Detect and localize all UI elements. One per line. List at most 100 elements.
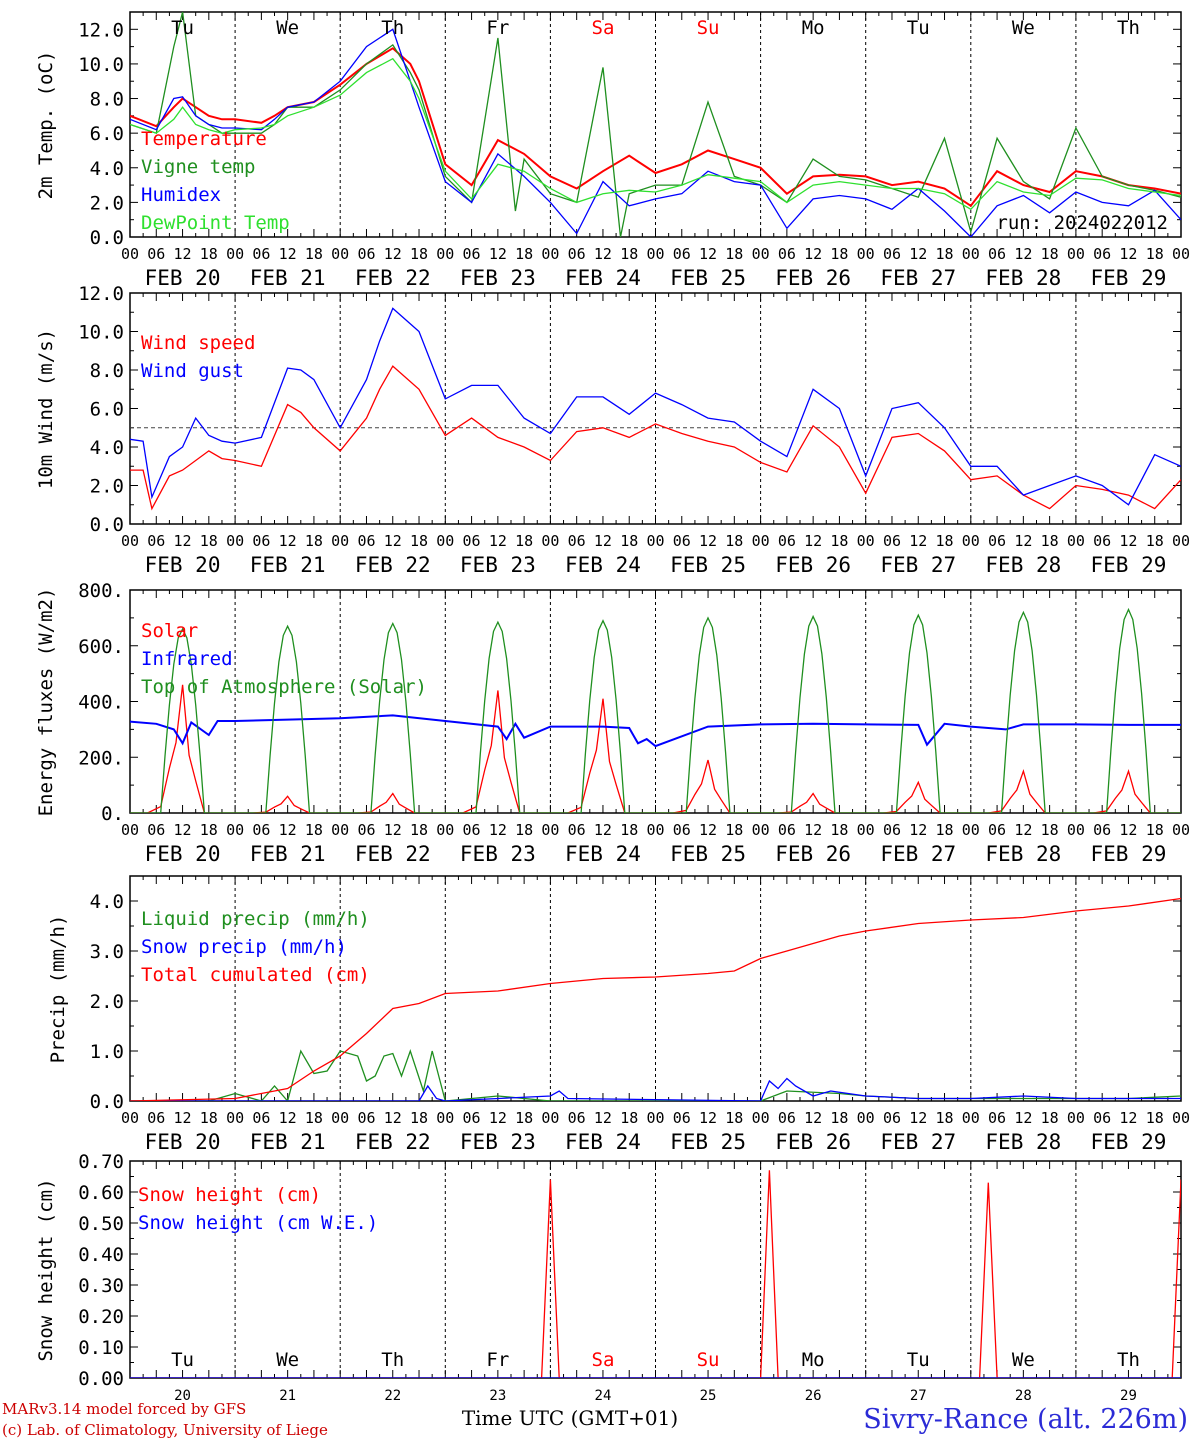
hour-tick-label: 00 xyxy=(541,1109,559,1127)
y-tick-label: 4.0 xyxy=(90,437,124,459)
hour-tick-label: 00 xyxy=(857,245,875,263)
y-axis-label: Precip (mm/h) xyxy=(47,915,69,1064)
y-tick-label: 1.0 xyxy=(90,1041,124,1063)
date-label: FEB 20 xyxy=(145,1130,221,1154)
day-number-label: 25 xyxy=(700,1388,717,1404)
hour-tick-label: 06 xyxy=(883,532,901,550)
hour-tick-label: 18 xyxy=(410,532,428,550)
date-label: FEB 28 xyxy=(985,842,1061,866)
date-label: FEB 22 xyxy=(355,1130,431,1154)
weekday-label: Fr xyxy=(486,17,509,39)
hour-tick-label: 06 xyxy=(883,1109,901,1127)
hour-tick-label: 00 xyxy=(752,245,770,263)
hour-tick-label: 00 xyxy=(226,821,244,839)
legend-entry: Snow height (cm W.E.) xyxy=(138,1212,378,1234)
hour-tick-label: 12 xyxy=(1119,1109,1137,1127)
hour-tick-label: 18 xyxy=(620,1109,638,1127)
day-number-label: 23 xyxy=(489,1388,506,1404)
date-label: FEB 22 xyxy=(355,553,431,577)
hour-tick-label: 00 xyxy=(226,532,244,550)
y-axis-label: Energy fluxes (W/m2) xyxy=(35,588,57,817)
model-credit: MARv3.14 model forced by GFS xyxy=(2,1400,246,1418)
legend-entry: Solar xyxy=(141,620,198,642)
hour-tick-label: 06 xyxy=(778,245,796,263)
hour-tick-label: 18 xyxy=(725,1109,743,1127)
hour-tick-label: 06 xyxy=(1093,245,1111,263)
date-label: FEB 25 xyxy=(670,553,746,577)
y-tick-label: 4.0 xyxy=(90,158,124,180)
hour-tick-label: 18 xyxy=(410,1109,428,1127)
hour-tick-label: 06 xyxy=(673,1109,691,1127)
panel-5: 0.00 0.10 0.20 0.30 0.40 0.50 0.60 0.70 Snow hei… xyxy=(35,1151,1182,1404)
y-tick-label: 3.0 xyxy=(90,941,124,963)
hour-tick-label: 06 xyxy=(357,1109,375,1127)
panel-frame xyxy=(129,589,1182,814)
y-tick-label: 6.0 xyxy=(90,123,124,145)
weekday-label: Mo xyxy=(802,17,825,39)
date-label: FEB 20 xyxy=(145,553,221,577)
y-tick-label: 2.0 xyxy=(90,476,124,498)
y-tick-label: 2.0 xyxy=(90,192,124,214)
y-tick-label: 8.0 xyxy=(90,360,124,382)
hour-tick-label: 06 xyxy=(463,821,481,839)
date-label: FEB 26 xyxy=(775,266,851,290)
panel-1: 0.0 2.0 4.0 6.0 8.0 10.0 12.0 2m Temp. (oC) Temp… xyxy=(35,11,1190,290)
hour-tick-label: 06 xyxy=(778,1109,796,1127)
hour-tick-label: 12 xyxy=(1119,532,1137,550)
hour-tick-label: 12 xyxy=(594,532,612,550)
y-tick-label: 0.10 xyxy=(78,1337,124,1359)
hour-tick-label: 12 xyxy=(804,245,822,263)
date-label: FEB 21 xyxy=(250,553,326,577)
y-tick-label: 12.0 xyxy=(78,283,124,305)
y-tick-label: 12.0 xyxy=(78,19,124,41)
weekday-label: Th xyxy=(381,17,404,39)
weekday-label: We xyxy=(276,17,299,39)
hour-tick-label: 00 xyxy=(1172,821,1190,839)
hour-tick-label: 00 xyxy=(962,532,980,550)
hour-tick-label: 12 xyxy=(384,245,402,263)
hour-tick-label: 18 xyxy=(1146,245,1164,263)
hour-tick-label: 12 xyxy=(804,532,822,550)
day-number-label: 21 xyxy=(279,1388,296,1404)
legend-entry: Humidex xyxy=(141,184,221,206)
hour-tick-label: 12 xyxy=(384,821,402,839)
hour-tick-label: 18 xyxy=(1146,1109,1164,1127)
y-tick-label: 0.0 xyxy=(90,1091,124,1113)
legend-entry: Wind speed xyxy=(141,332,255,354)
hour-tick-label: 06 xyxy=(147,245,165,263)
run-label: run: 2024022012 xyxy=(996,212,1168,234)
date-label: FEB 29 xyxy=(1091,553,1167,577)
hour-tick-label: 06 xyxy=(1093,821,1111,839)
date-label: FEB 27 xyxy=(880,553,956,577)
hour-tick-label: 18 xyxy=(515,1109,533,1127)
day-number-label: 24 xyxy=(595,1388,612,1404)
hour-tick-label: 12 xyxy=(279,1109,297,1127)
hour-tick-label: 06 xyxy=(568,1109,586,1127)
series-line-snow-precip-mm-h- xyxy=(130,1077,1181,1101)
hour-tick-label: 06 xyxy=(252,532,270,550)
hour-tick-label: 00 xyxy=(962,821,980,839)
hour-tick-label: 06 xyxy=(252,821,270,839)
hour-tick-label: 00 xyxy=(962,1109,980,1127)
hour-tick-label: 18 xyxy=(830,1109,848,1127)
date-label: FEB 29 xyxy=(1091,266,1167,290)
location-title: Sivry-Rance (alt. 226m) xyxy=(863,1404,1188,1435)
hour-tick-label: 00 xyxy=(436,1109,454,1127)
hour-tick-label: 06 xyxy=(988,1109,1006,1127)
date-label: FEB 23 xyxy=(460,266,536,290)
y-tick-label: 4.0 xyxy=(90,891,124,913)
weekday-label: Th xyxy=(381,1349,404,1371)
hour-tick-label: 12 xyxy=(1014,821,1032,839)
hour-tick-label: 00 xyxy=(121,245,139,263)
y-tick-label: 400. xyxy=(78,692,124,714)
hour-tick-label: 06 xyxy=(568,245,586,263)
hour-tick-label: 12 xyxy=(384,532,402,550)
hour-tick-label: 06 xyxy=(988,245,1006,263)
hour-tick-label: 06 xyxy=(883,821,901,839)
hour-tick-label: 00 xyxy=(436,532,454,550)
hour-tick-label: 06 xyxy=(673,245,691,263)
legend-entry: DewPoint Temp xyxy=(141,212,290,234)
weekday-label: We xyxy=(1012,17,1035,39)
series-line-total-cumulated-cm- xyxy=(130,897,1181,1101)
